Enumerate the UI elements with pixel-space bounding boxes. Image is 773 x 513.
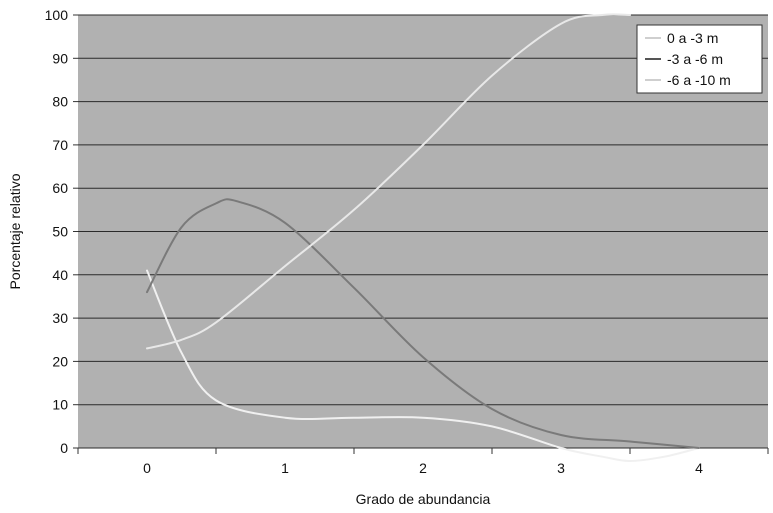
- y-axis-title: Porcentaje relativo: [7, 173, 23, 289]
- y-tick-label: 90: [52, 50, 68, 66]
- series-line-1: [146, 269, 700, 463]
- x-tick-label: 2: [419, 460, 427, 476]
- y-tick-label: 100: [45, 7, 69, 23]
- legend-label: -6 a -10 m: [667, 72, 731, 88]
- x-axis-title: Grado de abundancia: [356, 491, 491, 507]
- y-axis-ticks: 0 10 20 30 40 50 60 70 80 90 100: [45, 7, 78, 456]
- series-line-2: [146, 198, 700, 449]
- x-axis-ticks: 0 1 2 3 4: [77, 448, 769, 476]
- x-tick-label: 4: [695, 460, 703, 476]
- legend: 0 a -3 m -3 a -6 m -6 a -10 m: [636, 24, 763, 94]
- y-tick-label: 0: [60, 440, 68, 456]
- y-tick-label: 70: [52, 137, 68, 153]
- x-tick-label: 3: [557, 460, 565, 476]
- y-tick-label: 40: [52, 267, 68, 283]
- series-line-3: [146, 13, 631, 350]
- y-tick-label: 60: [52, 180, 68, 196]
- legend-label: -3 a -6 m: [667, 51, 723, 67]
- y-tick-label: 30: [52, 310, 68, 326]
- x-tick-label: 0: [143, 460, 151, 476]
- y-tick-label: 80: [52, 94, 68, 110]
- y-tick-label: 50: [52, 224, 68, 240]
- legend-label: 0 a -3 m: [667, 30, 718, 46]
- y-tick-label: 10: [52, 397, 68, 413]
- x-tick-label: 1: [281, 460, 289, 476]
- y-tick-label: 20: [52, 353, 68, 369]
- series-lines: [146, 13, 700, 463]
